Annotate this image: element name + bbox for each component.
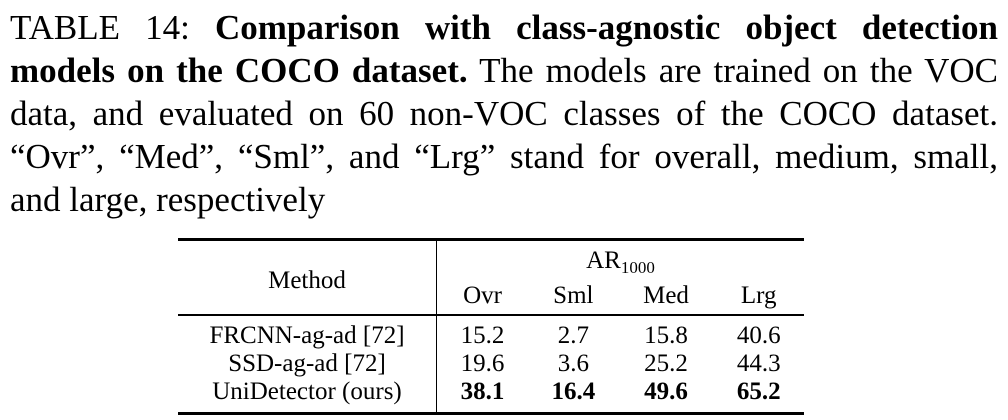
cell-lrg: 44.3 xyxy=(736,350,781,377)
method-header: Method xyxy=(178,239,437,315)
column-header-lrg: Lrg xyxy=(740,282,777,309)
table-row: FRCNN-ag-ad [72] 15.2 2.7 15.8 40.6 xyxy=(178,315,804,350)
caption-body: The models are trained on the VOC data, … xyxy=(10,51,998,219)
ar-header-base: AR xyxy=(586,247,621,274)
cell-lrg: 40.6 xyxy=(736,322,781,349)
column-header-sml: Sml xyxy=(553,282,594,309)
cell-med: 25.2 xyxy=(644,350,688,377)
ar1000-header: AR1000 xyxy=(437,240,805,283)
column-header-med: Med xyxy=(643,282,689,309)
cell-ovr: 38.1 xyxy=(460,378,505,405)
row-method: FRCNN-ag-ad [72] xyxy=(178,315,437,350)
cell-lrg: 65.2 xyxy=(736,378,781,405)
row-method: SSD-ag-ad [72] xyxy=(178,350,437,378)
results-table: Method AR1000 Ovr Sml Med Lrg FRCNN-ag-a… xyxy=(178,238,804,415)
table-row: SSD-ag-ad [72] 19.6 3.6 25.2 44.3 xyxy=(178,350,804,378)
cell-med: 49.6 xyxy=(644,378,688,405)
cell-ovr: 19.6 xyxy=(460,350,505,377)
caption-title: Comparison with class-agnostic object de… xyxy=(10,8,998,90)
table-caption: TABLE 14: Comparison with class-agnostic… xyxy=(10,6,998,221)
cell-sml: 3.6 xyxy=(557,350,589,377)
row-method: UniDetector (ours) xyxy=(178,378,437,414)
column-header-ovr: Ovr xyxy=(463,282,502,309)
ar-header-subscript: 1000 xyxy=(620,258,655,277)
cell-med: 15.8 xyxy=(644,322,688,349)
cell-sml: 2.7 xyxy=(557,322,589,349)
cell-sml: 16.4 xyxy=(551,378,596,405)
results-table-wrapper: Method AR1000 Ovr Sml Med Lrg FRCNN-ag-a… xyxy=(178,238,804,415)
cell-ovr: 15.2 xyxy=(460,322,505,349)
caption-label: TABLE 14: xyxy=(10,8,190,47)
table-row: UniDetector (ours) 38.1 16.4 49.6 65.2 xyxy=(178,378,804,414)
